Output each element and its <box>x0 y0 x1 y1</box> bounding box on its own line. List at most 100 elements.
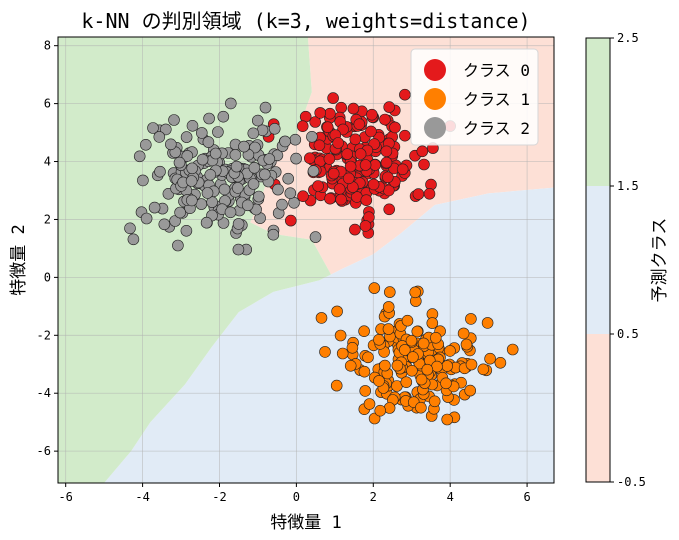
point-class-2 <box>259 101 272 114</box>
point-class-1 <box>426 317 439 329</box>
x-tick-label: 2 <box>370 490 377 504</box>
point-class-1 <box>359 385 372 397</box>
point-class-2 <box>158 218 171 231</box>
point-class-2 <box>232 243 245 256</box>
point-class-2 <box>289 133 302 146</box>
point-class-2 <box>153 131 166 143</box>
point-class-0 <box>327 92 339 104</box>
series-1-points <box>315 282 519 426</box>
point-class-2 <box>127 233 140 246</box>
point-class-1 <box>374 404 387 417</box>
legend: クラス 0 クラス 1 クラス 2 <box>410 48 539 146</box>
point-class-1 <box>494 356 507 369</box>
point-class-2 <box>168 114 180 126</box>
x-tick-label: 0 <box>293 490 300 504</box>
point-class-0 <box>335 101 348 114</box>
point-class-2 <box>218 183 231 196</box>
y-tick-label: 4 <box>44 155 51 169</box>
point-class-1 <box>346 341 359 354</box>
colorbar: -0.5 0.5 1.5 2.5 予測クラス <box>585 31 670 489</box>
point-class-1 <box>363 398 376 410</box>
point-class-2 <box>186 162 198 175</box>
point-class-1 <box>481 317 494 329</box>
point-class-0 <box>379 113 391 126</box>
point-class-0 <box>309 116 322 128</box>
point-class-2 <box>232 218 245 230</box>
point-class-1 <box>401 314 414 327</box>
y-tick-label: 8 <box>44 39 51 53</box>
point-class-0 <box>324 192 336 205</box>
point-class-0 <box>380 156 393 169</box>
point-class-1 <box>362 351 374 364</box>
point-class-1 <box>417 337 430 350</box>
point-class-2 <box>225 97 237 110</box>
point-class-1 <box>330 379 343 392</box>
region-class-2 <box>58 37 331 483</box>
point-class-2 <box>279 135 291 148</box>
point-class-2 <box>140 212 153 225</box>
point-class-2 <box>217 217 230 229</box>
point-class-2 <box>196 153 209 166</box>
colorbar-ticks: -0.5 0.5 1.5 2.5 <box>610 31 646 489</box>
point-class-0 <box>359 220 372 232</box>
point-class-1 <box>444 345 456 357</box>
colorbar-segment-class-0 <box>586 334 610 482</box>
point-class-2 <box>203 112 215 125</box>
point-class-0 <box>341 148 354 160</box>
point-class-1 <box>431 360 443 373</box>
point-class-2 <box>258 168 271 181</box>
x-tick-label: 6 <box>523 490 530 504</box>
point-class-1 <box>382 323 395 335</box>
point-class-2 <box>202 136 215 148</box>
point-class-0 <box>349 223 361 236</box>
x-axis-label: 特徴量 1 <box>270 513 341 533</box>
legend-marker-0 <box>424 59 446 81</box>
point-class-2 <box>248 162 261 174</box>
point-class-2 <box>238 140 250 153</box>
point-class-0 <box>303 152 316 164</box>
point-class-2 <box>137 174 149 187</box>
point-class-1 <box>415 401 427 414</box>
colorbar-segment-class-2 <box>586 38 610 186</box>
point-class-1 <box>506 343 519 356</box>
point-class-2 <box>263 153 276 165</box>
point-class-0 <box>360 194 373 206</box>
point-class-1 <box>465 313 477 325</box>
point-class-2 <box>133 150 146 163</box>
point-class-2 <box>174 206 186 219</box>
point-class-1 <box>407 351 419 363</box>
point-class-1 <box>358 325 370 338</box>
point-class-1 <box>411 325 424 338</box>
legend-marker-2 <box>424 117 446 139</box>
point-class-1 <box>373 333 385 346</box>
scatter-points <box>124 88 519 426</box>
point-class-2 <box>224 206 237 219</box>
point-class-0 <box>342 172 355 185</box>
point-class-0 <box>399 88 411 101</box>
point-class-0 <box>383 203 396 216</box>
point-class-1 <box>465 358 478 371</box>
x-tick-label: -2 <box>212 490 226 504</box>
point-class-0 <box>396 163 409 176</box>
point-class-1 <box>406 364 418 377</box>
point-class-2 <box>185 175 198 187</box>
colorbar-tick-label: 1.5 <box>617 179 639 193</box>
colorbar-tick-label: 0.5 <box>617 327 639 341</box>
point-class-0 <box>332 137 344 149</box>
point-class-2 <box>148 201 161 214</box>
point-class-2 <box>247 127 260 140</box>
point-class-1 <box>441 413 454 426</box>
legend-marker-1 <box>424 88 446 110</box>
point-class-1 <box>409 286 422 299</box>
point-class-2 <box>212 126 224 138</box>
point-class-2 <box>251 114 264 127</box>
point-class-1 <box>334 329 347 342</box>
point-class-2 <box>180 131 193 143</box>
point-class-2 <box>276 198 288 211</box>
point-class-1 <box>379 359 391 372</box>
point-class-2 <box>209 147 222 160</box>
legend-label-0: クラス 0 <box>463 61 530 80</box>
point-class-0 <box>383 101 396 113</box>
point-class-2 <box>267 228 280 241</box>
